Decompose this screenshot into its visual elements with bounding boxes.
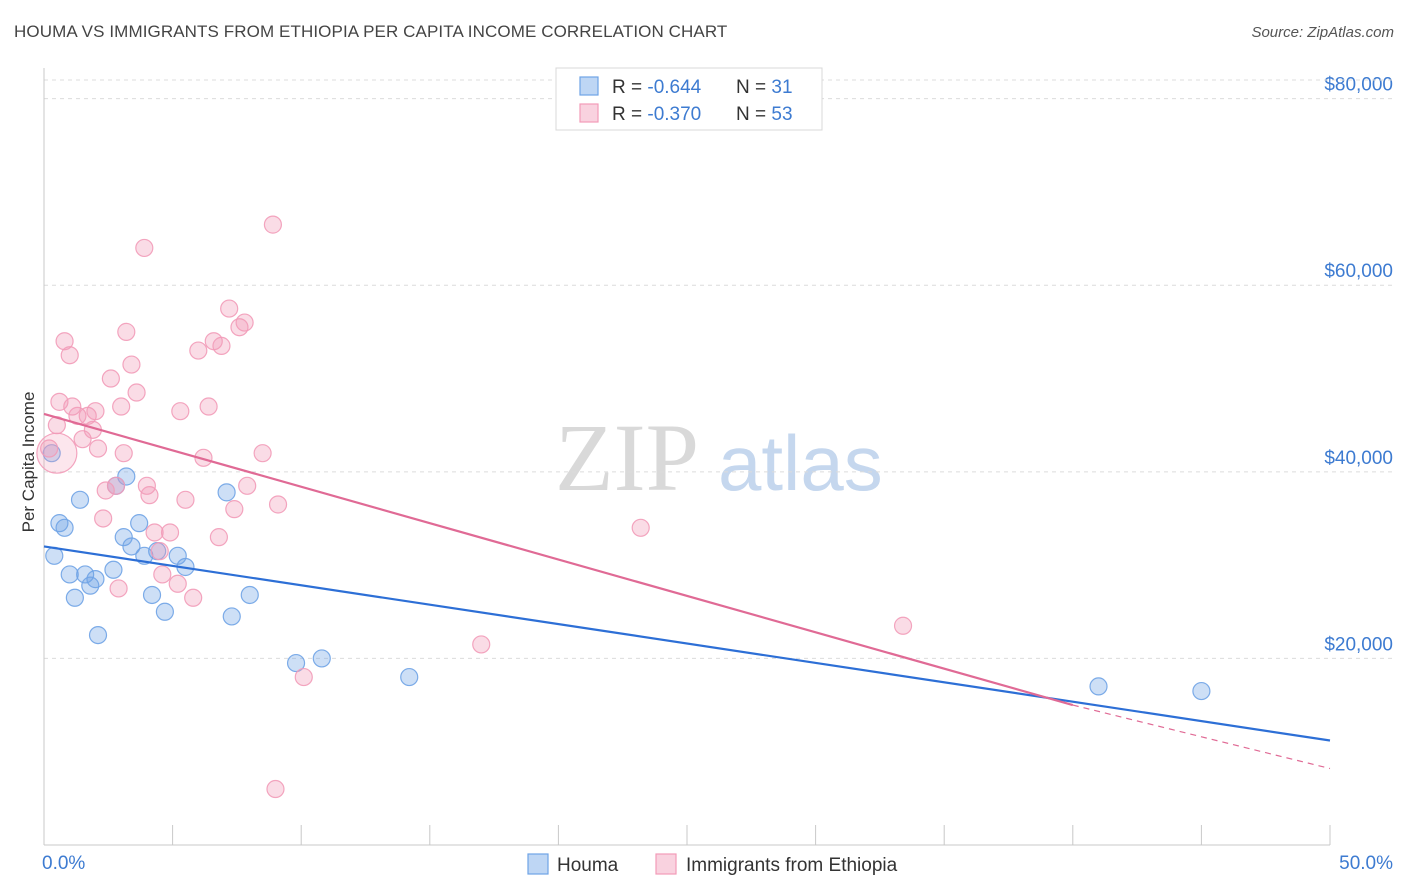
bottom-legend: Houma Immigrants from Ethiopia (527, 853, 898, 876)
source-label: Source: ZipAtlas.com (1251, 24, 1394, 41)
data-point (217, 483, 236, 502)
legend-swatch (579, 103, 599, 123)
data-point (88, 439, 108, 458)
data-point (76, 565, 95, 584)
data-point (189, 341, 208, 360)
watermark-zip: ZIP (555, 404, 699, 511)
data-point (1089, 677, 1108, 696)
data-point (70, 490, 90, 509)
data-point (117, 467, 136, 486)
data-point (106, 476, 126, 495)
data-point (171, 402, 190, 421)
data-point (60, 346, 79, 365)
data-point (117, 322, 136, 341)
data-point (209, 528, 228, 547)
legend-swatch (655, 853, 677, 875)
data-point (114, 528, 133, 547)
data-point (240, 585, 259, 605)
data-point (94, 509, 113, 528)
data-point (145, 523, 164, 542)
y-tick-label: $80,000 (1324, 75, 1393, 96)
legend-stat-text: R = -0.644 N = 31 (612, 77, 793, 98)
data-point (268, 495, 288, 514)
ethiopia-series (36, 215, 913, 799)
data-point (60, 565, 79, 584)
data-point (101, 369, 120, 388)
data-point (222, 607, 241, 626)
ethiopia-trend-line (43, 412, 1074, 707)
data-point (122, 537, 141, 556)
y-tick-label: $60,000 (1324, 261, 1393, 282)
data-point (286, 653, 306, 673)
data-point (104, 560, 123, 579)
legend-label: Houma (557, 855, 619, 876)
data-point (1192, 681, 1211, 701)
houma-series (42, 444, 1211, 701)
data-point (153, 565, 172, 584)
data-point (55, 332, 74, 351)
data-point (55, 518, 74, 537)
data-point (130, 514, 149, 533)
data-point (86, 570, 105, 589)
data-point (220, 299, 239, 318)
data-point (631, 518, 650, 537)
data-point (472, 635, 491, 654)
data-point (127, 383, 146, 402)
data-point (263, 215, 283, 234)
y-tick-label: $20,000 (1324, 634, 1393, 655)
data-point (160, 523, 180, 542)
x-tick-label: 0.0% (42, 853, 85, 874)
data-point (212, 336, 231, 355)
ethiopia-trend-extension (1072, 704, 1331, 770)
data-point (135, 238, 154, 258)
data-point (312, 649, 331, 668)
data-point (400, 667, 419, 687)
data-point (184, 588, 203, 607)
data-point (150, 542, 169, 561)
data-point (266, 779, 285, 799)
data-point (73, 430, 92, 449)
legend-swatch (579, 76, 599, 96)
data-point (140, 486, 159, 505)
data-point (114, 444, 133, 463)
data-point (176, 490, 195, 509)
data-point (122, 355, 141, 374)
legend-label: Immigrants from Ethiopia (686, 855, 898, 876)
watermark-atlas: atlas (718, 419, 883, 507)
legend-swatch (527, 853, 549, 875)
data-point (86, 402, 105, 421)
data-point (112, 397, 131, 416)
legend-stat-text: R = -0.370 N = 53 (612, 104, 793, 125)
data-point (65, 588, 84, 607)
data-point (893, 616, 913, 635)
chart-title: HOUMA VS IMMIGRANTS FROM ETHIOPIA PER CA… (14, 22, 728, 41)
data-point (238, 476, 257, 495)
stats-legend: R = -0.644 N = 31 R = -0.370 N = 53 (555, 67, 823, 131)
data-point (168, 574, 187, 593)
data-point (253, 444, 272, 463)
data-point (40, 439, 59, 458)
data-point (96, 481, 115, 500)
y-axis-title: Per Capita Income (19, 392, 38, 533)
data-point (142, 585, 162, 605)
stats-legend-box (555, 67, 823, 131)
y-tick-label: $40,000 (1324, 448, 1393, 469)
data-point (88, 625, 108, 645)
data-point (199, 397, 218, 416)
data-point (36, 432, 78, 474)
data-point (109, 579, 128, 598)
data-point (155, 602, 174, 621)
data-point (235, 313, 254, 332)
x-tick-label: 50.0% (1339, 853, 1393, 874)
houma-trend-line (43, 545, 1331, 742)
data-point (225, 500, 244, 519)
data-point (294, 667, 313, 687)
data-point (63, 397, 82, 416)
